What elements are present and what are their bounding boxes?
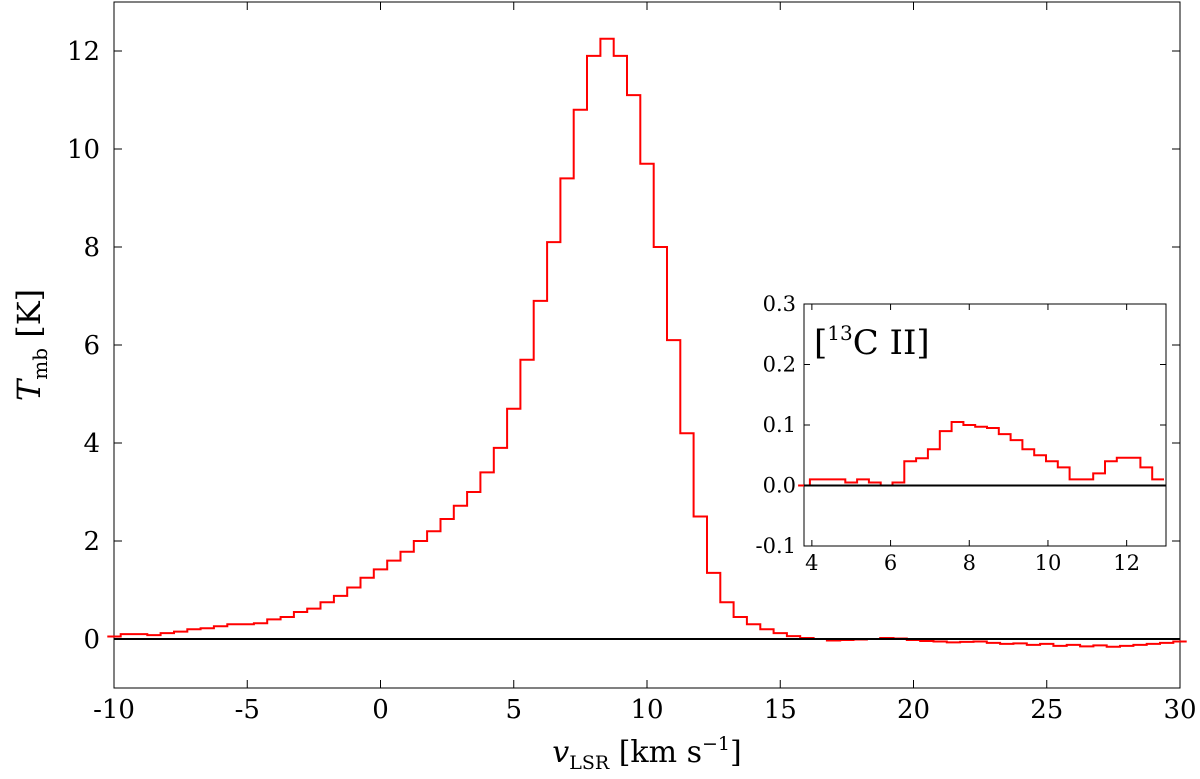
x-tick-label: 5 bbox=[505, 695, 522, 725]
inset-y-tick-label: 0.2 bbox=[763, 353, 796, 377]
x-tick-label: -5 bbox=[235, 695, 260, 725]
y-tick-label: 4 bbox=[83, 429, 100, 459]
x-tick-label: 15 bbox=[764, 695, 797, 725]
inset-x-tick-label: 10 bbox=[1035, 551, 1062, 575]
inset-x-tick-label: 8 bbox=[963, 551, 976, 575]
y-tick-label: 10 bbox=[67, 135, 100, 165]
y-tick-label: 12 bbox=[67, 37, 100, 67]
x-tick-label: 0 bbox=[372, 695, 389, 725]
inset-x-tick-label: 12 bbox=[1113, 551, 1140, 575]
inset-title: [13C II] bbox=[814, 321, 930, 363]
x-tick-label: 10 bbox=[630, 695, 663, 725]
x-tick-label: 20 bbox=[897, 695, 930, 725]
inset-y-tick-label: 0.3 bbox=[763, 292, 796, 316]
inset-y-tick-label: -0.1 bbox=[756, 534, 797, 558]
inset-x-tick-label: 4 bbox=[805, 551, 818, 575]
y-tick-label: 2 bbox=[83, 527, 100, 557]
y-tick-label: 0 bbox=[83, 625, 100, 655]
x-axis-label: vLSR [km s−1] bbox=[552, 733, 741, 774]
main-plot: -10 -5 0 5 10 15 20 25 30 0 2 4 6 8 10 12 vLSR [km s−1] T… bbox=[10, 1, 1197, 774]
inset-series-line bbox=[798, 421, 1164, 487]
y-axis-label: Tmb [K] bbox=[10, 289, 52, 401]
x-tick-label: -10 bbox=[93, 695, 135, 725]
inset-y-tick-label: 0.0 bbox=[763, 474, 796, 498]
inset-x-tick-label: 6 bbox=[884, 551, 897, 575]
y-tick-label: 6 bbox=[83, 331, 100, 361]
inset-plot: 4 6 8 10 12 -0.1 0.0 0.1 0.2 0.3 [13C II] bbox=[756, 292, 1167, 575]
y-tick-label: 8 bbox=[83, 233, 100, 263]
x-tick-label: 25 bbox=[1030, 695, 1063, 725]
spectrum-series-line bbox=[107, 37, 1187, 648]
x-tick-label: 30 bbox=[1163, 695, 1196, 725]
inset-y-tick-label: 0.1 bbox=[763, 413, 796, 437]
